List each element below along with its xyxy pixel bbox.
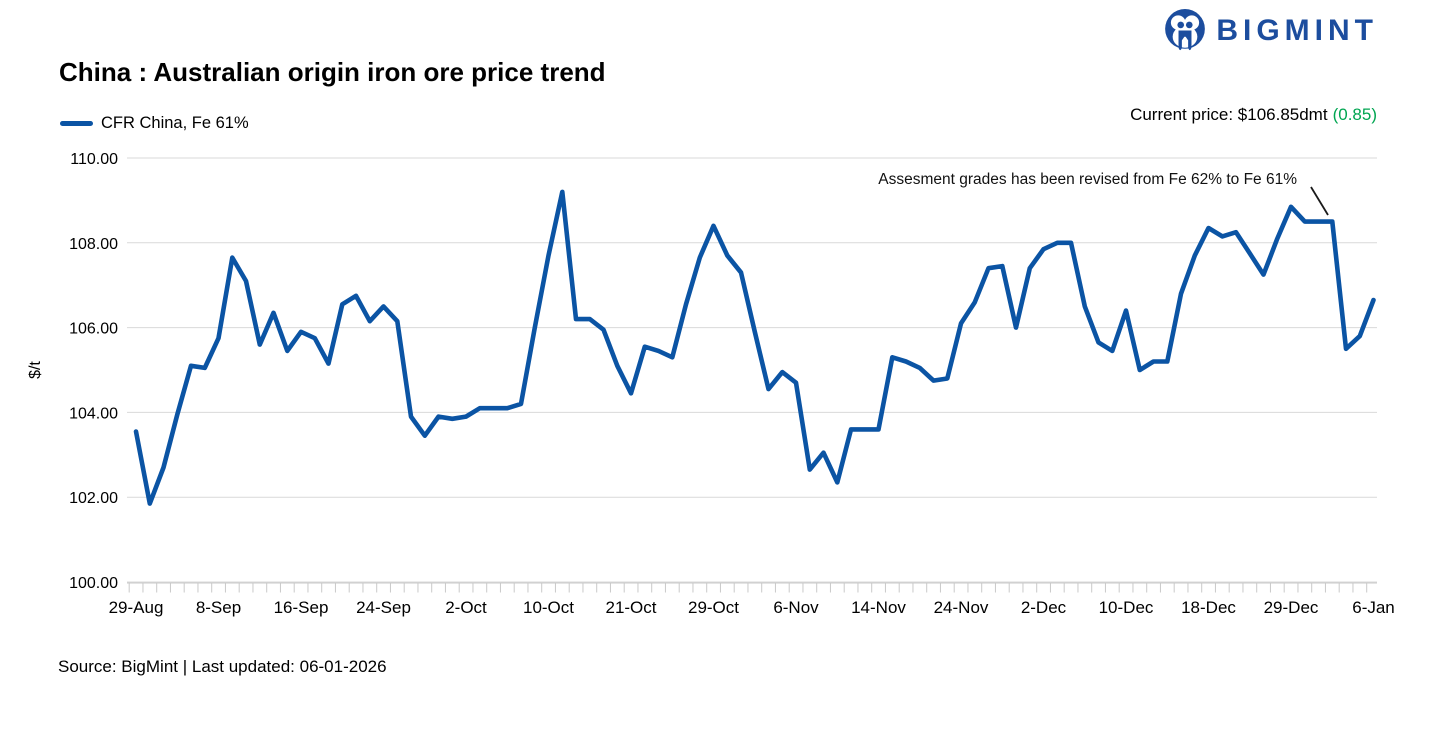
price-line — [133, 189, 1376, 506]
legend-line-swatch — [60, 120, 93, 126]
bigmint-logo: BIGMINT — [1164, 8, 1378, 54]
y-axis-title: $/t — [27, 361, 44, 379]
bigmint-logo-icon — [1165, 9, 1206, 51]
annotation-pointer — [1310, 186, 1329, 216]
svg-text:18-Dec: 18-Dec — [1181, 598, 1236, 617]
svg-text:106.00: 106.00 — [69, 321, 118, 338]
svg-text:29-Aug: 29-Aug — [109, 598, 164, 617]
annotation-text: Assesment grades has been revised from F… — [878, 171, 1297, 188]
svg-text:10-Oct: 10-Oct — [523, 598, 574, 617]
bigmint-logo-text: BIGMINT — [1216, 14, 1378, 47]
svg-text:14-Nov: 14-Nov — [851, 598, 906, 617]
source-note: Source: BigMint | Last updated: 06-01-20… — [58, 657, 387, 676]
svg-text:108.00: 108.00 — [69, 236, 118, 253]
svg-text:16-Sep: 16-Sep — [274, 598, 329, 617]
x-axis — [127, 582, 1377, 593]
svg-text:$/t: $/t — [27, 361, 44, 379]
x-axis-labels: 29-Aug 8-Sep 16-Sep 24-Sep 2-Oct 10-Oct 21-Oct… — [109, 598, 1395, 617]
chart-title: China : Australian origin iron ore price… — [59, 57, 606, 87]
svg-text:24-Sep: 24-Sep — [356, 598, 411, 617]
legend-label: CFR China, Fe 61% — [101, 113, 249, 132]
svg-text:6-Nov: 6-Nov — [773, 598, 819, 617]
annotation-pointer-line — [1310, 186, 1329, 216]
svg-text:100.00: 100.00 — [69, 575, 118, 592]
svg-text:104.00: 104.00 — [69, 405, 118, 422]
svg-text:6-Jan: 6-Jan — [1352, 598, 1395, 617]
svg-text:8-Sep: 8-Sep — [196, 598, 241, 617]
svg-text:24-Nov: 24-Nov — [934, 598, 989, 617]
svg-text:29-Dec: 29-Dec — [1264, 598, 1319, 617]
svg-text:2-Oct: 2-Oct — [445, 598, 487, 617]
svg-text:2-Dec: 2-Dec — [1021, 598, 1067, 617]
svg-text:29-Oct: 29-Oct — [688, 598, 739, 617]
svg-text:110.00: 110.00 — [70, 151, 118, 168]
legend: CFR China, Fe 61% — [60, 113, 249, 133]
svg-text:102.00: 102.00 — [69, 490, 118, 507]
current-price-change: (0.85) — [1332, 105, 1377, 124]
current-price: Current price: $106.85dmt (0.85) — [1130, 105, 1377, 125]
svg-text:10-Dec: 10-Dec — [1099, 598, 1154, 617]
gridlines — [127, 157, 1377, 583]
svg-text:21-Oct: 21-Oct — [605, 598, 656, 617]
series — [133, 189, 1376, 506]
y-axis-labels: 100.00 102.00 104.00 106.00 108.00 110.00 — [69, 151, 118, 592]
current-price-text: Current price: $106.85dmt — [1130, 105, 1328, 124]
